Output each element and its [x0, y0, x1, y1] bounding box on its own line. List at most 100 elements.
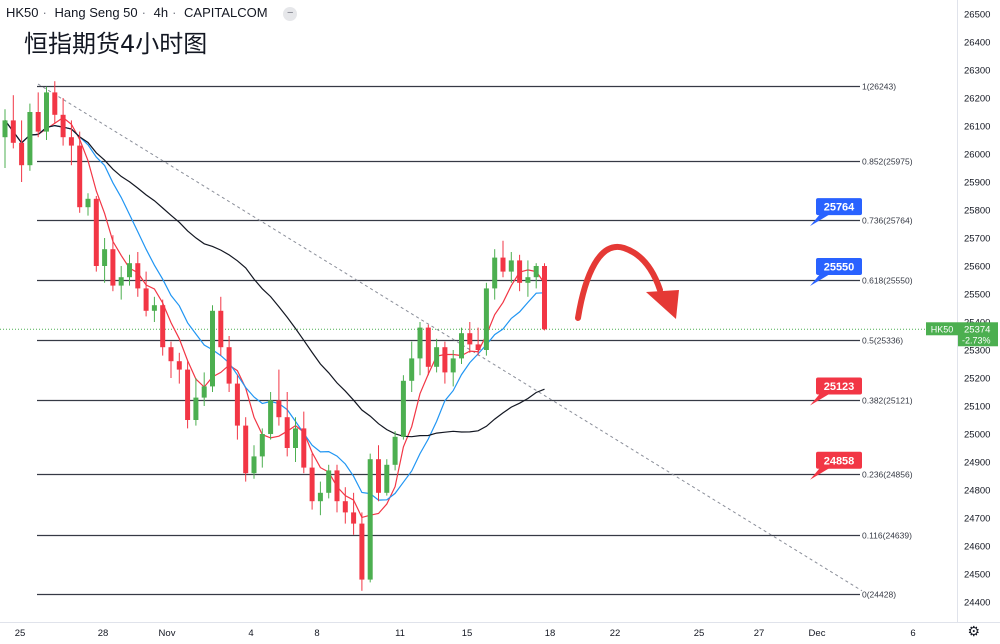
time-tick-label: 11	[395, 628, 405, 639]
candle-body	[127, 263, 132, 278]
descending-trendline	[37, 83, 863, 592]
source-label: CAPITALCOM	[184, 5, 268, 20]
candle-body	[151, 305, 157, 311]
price-tick-label: 24500	[964, 570, 990, 581]
candle-body	[234, 383, 240, 426]
last-price-tag-bg	[958, 322, 998, 347]
candle-body	[135, 263, 141, 289]
candle-body	[425, 327, 431, 367]
price-tick-label: 25000	[964, 430, 990, 441]
price-tick-label: 26200	[964, 94, 990, 105]
candle-body	[218, 310, 224, 348]
candle-body	[334, 470, 340, 502]
callout-text: 25764	[824, 202, 855, 214]
price-tick-label: 24800	[964, 486, 990, 497]
candle-body	[102, 249, 108, 266]
price-callouts: 25764 25550 25123 24858	[810, 198, 862, 480]
candle-body	[259, 434, 265, 457]
price-tick-label: 26300	[964, 66, 990, 77]
candle-body	[193, 397, 199, 420]
price-tick-label: 25900	[964, 178, 990, 189]
fib-level-label: 0.382(25121)	[862, 396, 913, 406]
ma-slow-line	[4, 120, 545, 438]
candle-body	[77, 145, 83, 208]
candle-body	[417, 327, 423, 359]
callout-pointer	[810, 393, 830, 406]
candle-body	[168, 347, 174, 362]
candle-body	[309, 467, 315, 502]
time-tick-label: 27	[754, 628, 765, 639]
candle-body	[392, 436, 398, 465]
time-tick-label: 25	[694, 628, 705, 639]
fib-level-label: 0.5(25336)	[862, 336, 903, 346]
time-tick-label: 4	[248, 628, 253, 639]
fib-level-label: 0.116(24639)	[862, 531, 912, 541]
time-tick-label: 8	[314, 628, 319, 639]
chart-title: 恒指期货4小时图	[24, 30, 208, 58]
chart-header: HK50 · Hang Seng 50 · 4h · CAPITALCOM −	[6, 5, 301, 21]
candle-body	[210, 310, 215, 387]
candle-body	[27, 112, 33, 166]
candle-body	[459, 333, 464, 359]
interval-label[interactable]: 4h	[153, 5, 169, 20]
price-tick-label: 25600	[964, 262, 990, 273]
fib-level-label: 0.852(25975)	[862, 157, 913, 167]
candle-body	[359, 523, 365, 580]
curved-arrow	[575, 243, 679, 321]
callout-pointer	[810, 214, 830, 227]
candle-body	[301, 428, 307, 468]
candle-body	[517, 260, 523, 283]
price-tick-label: 24700	[964, 514, 990, 525]
candle-body	[2, 120, 8, 138]
callout-box	[816, 451, 862, 469]
fib-level-label: 0.736(25764)	[862, 216, 913, 226]
candle-body	[176, 361, 182, 370]
candle-body	[118, 277, 124, 286]
candle-body	[384, 464, 390, 493]
fib-level-label: 1(26243)	[862, 82, 896, 92]
trend-line	[37, 83, 863, 592]
candle-body	[185, 369, 191, 420]
candle-body	[533, 266, 539, 278]
price-tick-label: 25100	[964, 402, 990, 413]
price-tick-label: 24900	[964, 458, 990, 469]
candle-body	[19, 142, 25, 166]
callout-pointer	[810, 274, 830, 286]
gear-icon[interactable]: ⚙	[967, 623, 980, 639]
price-tick-label: 26000	[964, 150, 990, 161]
ma-mid-line	[4, 120, 545, 501]
instrument-name: Hang Seng 50	[54, 5, 138, 20]
callout-box	[816, 198, 862, 216]
arrow-curve	[575, 243, 663, 321]
candle-body	[351, 512, 357, 524]
price-tick-label: 25500	[964, 290, 990, 301]
callout-text: 24858	[824, 455, 855, 467]
candle-body	[367, 459, 373, 580]
minus-icon[interactable]: −	[283, 6, 298, 21]
candle-body	[60, 114, 66, 138]
time-tick-label: 6	[910, 628, 915, 639]
candle-body	[52, 92, 58, 115]
time-tick-label: 25	[15, 628, 26, 639]
moving-averages	[4, 116, 545, 519]
candle-body	[110, 249, 116, 286]
price-tick-label: 25800	[964, 206, 990, 217]
candle-body	[450, 358, 456, 373]
candle-body	[10, 120, 16, 143]
symbol-label[interactable]: HK50	[6, 5, 39, 20]
candles	[2, 81, 547, 591]
symbol-tag-bg	[926, 322, 958, 336]
arrow-head	[646, 290, 679, 319]
candle-body	[68, 137, 74, 146]
price-tick-label: 26400	[964, 38, 990, 49]
time-tick-label: 18	[545, 628, 556, 639]
candle-body	[35, 112, 41, 132]
candle-body	[342, 501, 348, 513]
callout-box	[816, 258, 862, 275]
candle-body	[226, 347, 232, 384]
symbol-tag-text: HK50	[931, 324, 954, 334]
candle-body	[201, 386, 207, 398]
price-tick-label: 26100	[964, 122, 990, 133]
candle-body	[475, 344, 481, 350]
